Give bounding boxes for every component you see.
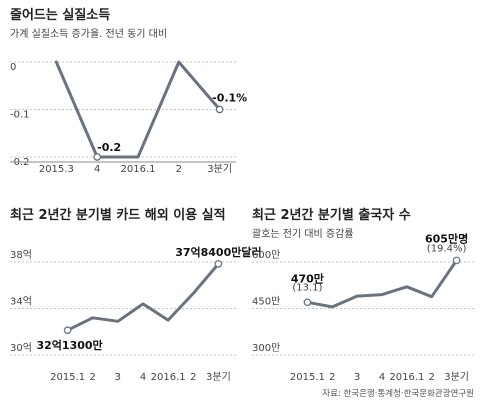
chart-departures: 최근 2년간 분기별 출국자 수 괄호는 전기 대비 증감률 600만 450만 3… <box>252 207 474 383</box>
c2-point-marker <box>215 261 221 267</box>
c2-xtick-label: 2015.1 <box>50 372 85 383</box>
c2-annotation: 32억1300만 <box>37 338 103 352</box>
chart1-subtitle: 가계 실질소득 증가율. 전년 동기 대비 <box>10 28 167 40</box>
c3-xtick-label: 4 <box>379 372 385 383</box>
c3-xtick-label: 2 <box>329 372 335 383</box>
c2-xtick-label: 2 <box>190 372 196 383</box>
c2-ytick-label: 34억 <box>10 296 32 308</box>
c1-xtick-label: 2015.3 <box>39 164 74 175</box>
c3-point-marker <box>453 257 459 263</box>
c3-xtick-label: 2 <box>429 372 435 383</box>
c2-ytick-label: 30억 <box>10 342 32 354</box>
c2-xtick-label: 2016.1 <box>151 372 186 383</box>
c1-xtick-label: 2 <box>176 164 182 175</box>
c1-point-marker <box>216 106 222 112</box>
c3-xtick-label: 2016.1 <box>389 372 424 383</box>
chart-real-income: 줄어드는 실질소득 가계 실질소득 증가율. 전년 동기 대비 0 -0.1 -0.… <box>10 7 247 175</box>
c2-xtick-label: 4 <box>140 372 146 383</box>
c3-ytick-label: 600만 <box>252 249 280 261</box>
c3-ytick-label: 300만 <box>252 342 280 354</box>
c1-annotation: -0.1% <box>212 92 247 105</box>
c2-xtick-label: 3 <box>115 372 121 383</box>
c3-xtick-label: 3 <box>354 372 360 383</box>
chart3-title: 최근 2년간 분기별 출국자 수 <box>252 207 411 223</box>
c1-annotation: -0.2 <box>97 141 121 154</box>
c3-annotation: 605만명 <box>425 231 468 245</box>
c3-xtick-label: 2015.1 <box>290 372 325 383</box>
source-note: 자료: 한국은행·통계청·한국문화관광연구원 <box>322 388 474 399</box>
c1-point-marker <box>94 154 100 160</box>
chart1-title: 줄어드는 실질소득 <box>10 7 110 23</box>
c1-ytick-label: 0 <box>10 62 16 73</box>
c3-xtick-label: 3분기 <box>444 371 469 383</box>
c2-series-line <box>68 264 219 330</box>
c3-series-line <box>307 260 456 307</box>
c1-xtick-label: 4 <box>94 164 100 175</box>
c3-ytick-label: 450만 <box>252 296 280 308</box>
c2-annotation: 37억8400만달러 <box>175 245 261 259</box>
c2-point-marker <box>64 327 70 333</box>
c2-xtick-label: 2 <box>90 372 96 383</box>
c2-ytick-label: 38억 <box>10 249 32 261</box>
c3-annotation: 470만 <box>291 271 324 285</box>
c2-xtick-label: 3분기 <box>206 371 231 383</box>
c1-xtick-label: 2016.1 <box>121 164 156 175</box>
c3-point-marker <box>304 299 310 305</box>
chart3-subtitle: 괄호는 전기 대비 증감률 <box>252 228 354 240</box>
c1-ytick-label: -0.1 <box>10 110 30 121</box>
chart-card-overseas: 최근 2년간 분기별 카드 해외 이용 실적 38억 34억 30억 2015.1 2… <box>10 207 262 383</box>
c1-xtick-label: 3분기 <box>207 163 232 175</box>
chart2-title: 최근 2년간 분기별 카드 해외 이용 실적 <box>10 207 226 223</box>
